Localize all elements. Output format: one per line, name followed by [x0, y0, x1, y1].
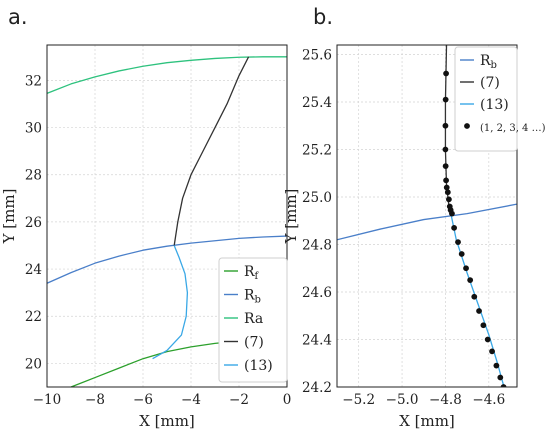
legend-label: (13) — [480, 97, 509, 113]
series-1-2-3-4-point — [476, 308, 482, 314]
series-1-2-3-4-point — [471, 293, 478, 300]
y-tick-label: 24 — [25, 262, 42, 278]
legend-marker — [464, 123, 470, 129]
series-1-2-3-4-point — [497, 374, 504, 381]
series-7-line — [173, 56, 250, 246]
series-1-2-3-4-point — [455, 239, 461, 246]
legend-label: Ra — [244, 311, 263, 327]
x-axis-title: X [mm] — [139, 412, 195, 430]
x-tick-label: −8 — [85, 392, 105, 408]
series-1-2-3-4-point — [443, 70, 449, 77]
series-1-2-3-4-point — [443, 184, 450, 191]
legend-label: Rb — [244, 288, 261, 306]
series-rb-line — [337, 203, 517, 241]
y-tick-label: 25.4 — [302, 95, 332, 111]
x-tick-label: 0 — [283, 392, 292, 408]
panel-b: −5.2 −5.0 −4.8 −4.6 24.2 24.4 24.6 24.8 25.0 25.2… — [282, 5, 546, 430]
panel-a: −10 −8 −6 −4 −2 0 20 22 24 26 28 30 32 X [mm] Y [mm] a.… — [0, 5, 291, 430]
x-tick-label: −5.0 — [386, 392, 419, 408]
series-1-2-3-4-point — [493, 362, 500, 369]
y-tick-label: 25.6 — [302, 48, 332, 64]
x-tick-label: −4 — [181, 392, 201, 408]
panel-label: a. — [8, 5, 28, 29]
series-1-2-3-4-point — [443, 177, 449, 184]
series-1-2-3-4-point — [467, 277, 474, 284]
series-1-2-3-4-point — [463, 265, 469, 272]
legend-label: (13) — [244, 358, 273, 374]
x-tick-label: −2 — [229, 392, 249, 408]
y-tick-label: 22 — [25, 309, 42, 325]
x-tick-label: −4.6 — [472, 392, 505, 408]
series-ra-line — [47, 56, 287, 94]
series-1-2-3-4-point — [451, 224, 458, 231]
y-tick-label: 20 — [25, 356, 42, 372]
y-tick-label: 24.8 — [302, 238, 332, 254]
legend: Rb (7) (13) (1, 2, 3, 4 …) — [454, 46, 546, 152]
x-tick-label: −5.2 — [342, 392, 375, 408]
x-tick-label: −6 — [133, 392, 153, 408]
x-tick-label: −4.8 — [429, 392, 462, 408]
y-tick-label: 25.0 — [302, 190, 332, 206]
x-axis-title: X [mm] — [399, 412, 455, 430]
y-tick-label: 24.2 — [302, 380, 332, 396]
panel-label: b. — [313, 5, 333, 29]
series-1-2-3-4-point — [484, 336, 491, 343]
legend-box — [454, 46, 518, 152]
series-13-line — [152, 245, 189, 360]
series-1-2-3-4-point — [442, 163, 449, 170]
y-tick-label: 28 — [25, 168, 42, 184]
series-1-2-3-4-point — [442, 146, 449, 153]
plot-frame — [46, 44, 288, 388]
series-1-2-3-4-point — [442, 122, 449, 129]
plot-frame — [336, 44, 518, 388]
series-1-2-3-4-point — [444, 189, 451, 196]
series-layer — [337, 45, 517, 387]
x-tick-label: −10 — [33, 392, 62, 408]
y-axis-title: Y [mm] — [0, 189, 18, 245]
legend-label: Rb — [480, 53, 497, 71]
legend-label: (7) — [480, 75, 500, 91]
legend-box — [218, 257, 288, 383]
series-1-2-3-4-point — [458, 251, 465, 257]
series-1-2-3-4-point — [500, 384, 507, 387]
y-axis-title: Y [mm] — [282, 189, 300, 245]
series-1-2-3-4-point — [449, 210, 455, 217]
y-tick-label: 24.4 — [302, 333, 332, 349]
legend: Rf Rb Ra (7) (13) — [218, 257, 288, 383]
y-tick-label: 25.2 — [302, 143, 332, 159]
y-tick-label: 26 — [25, 215, 42, 231]
series-rb-line — [47, 235, 287, 284]
series-1-2-3-4-point — [442, 96, 449, 103]
y-tick-label: 24.6 — [302, 285, 332, 301]
legend-label: Rf — [244, 264, 260, 282]
legend-label: (7) — [244, 335, 264, 351]
series-1-2-3-4-point — [480, 322, 487, 329]
y-tick-label: 32 — [25, 73, 42, 89]
series-1-2-3-4-point — [489, 348, 495, 355]
y-tick-label: 30 — [25, 121, 42, 137]
series-1-2-3-4-point — [446, 196, 452, 203]
legend-label: (1, 2, 3, 4 …) — [480, 123, 546, 134]
